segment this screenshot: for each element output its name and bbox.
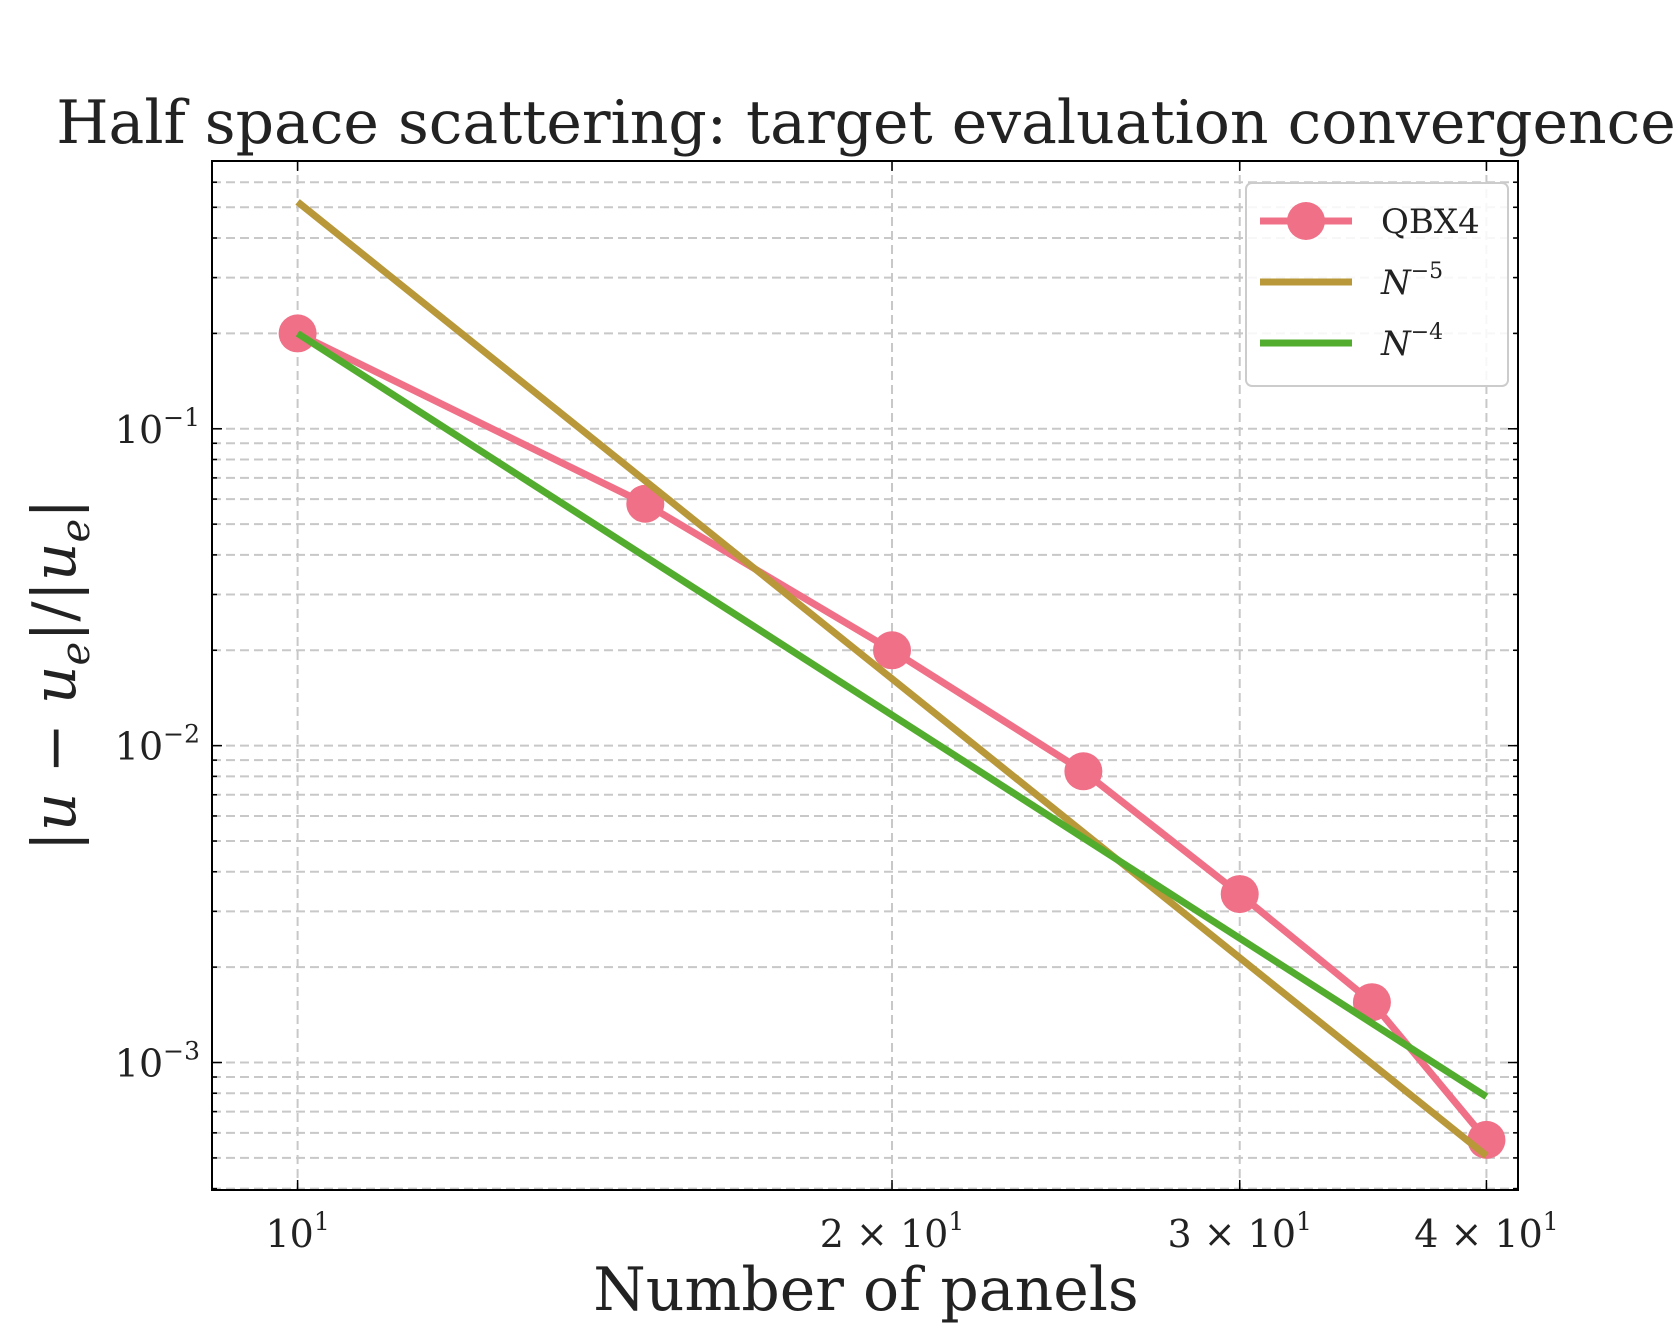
x-tick-label: 101: [265, 1207, 329, 1256]
x-axis-label: Number of panels: [593, 1255, 1138, 1325]
chart-title: Half space scattering: target evaluation…: [56, 88, 1676, 158]
x-tick-label: 3 × 101: [1167, 1207, 1311, 1256]
x-tick-base: 10: [1248, 1212, 1296, 1256]
series-marker: [873, 631, 912, 670]
x-tick-mantissa: 3 ×: [1167, 1212, 1247, 1256]
series-marker: [1220, 875, 1259, 914]
y-axis-ticks: 10−110−210−3: [115, 181, 1518, 1190]
series-marker: [1352, 983, 1391, 1022]
y-tick-label: 10−2: [115, 720, 200, 769]
x-tick-label: 4 × 101: [1414, 1207, 1558, 1256]
series-marker: [1064, 752, 1103, 791]
x-tick-label: 2 × 101: [820, 1207, 964, 1256]
series-line: [295, 199, 1489, 1159]
legend-label-exponent: −4: [1411, 320, 1443, 345]
series-layer: [278, 199, 1506, 1159]
y-axis-label: |u − ue|/|ue|: [20, 499, 99, 852]
x-axis-ticks: 101 2 × 101 3 × 101 4 × 101: [265, 161, 1559, 1256]
plot-frame: [211, 160, 1519, 1191]
y-tick-exponent: −2: [163, 720, 200, 749]
y-tick-label: 10−3: [115, 1037, 200, 1086]
y-tick-base: 10: [115, 725, 163, 769]
y-tick-exponent: −1: [163, 403, 200, 432]
legend-label-text: QBX4: [1381, 202, 1480, 242]
x-tick-base: 10: [265, 1212, 313, 1256]
x-tick-exponent: 1: [314, 1207, 330, 1236]
series-line: [295, 330, 1489, 1100]
x-tick-mantissa: 4 ×: [1414, 1212, 1494, 1256]
legend-label-base: N: [1380, 263, 1412, 303]
x-tick-base: 10: [1494, 1212, 1542, 1256]
x-tick-base: 10: [900, 1212, 948, 1256]
legend-label: QBX4: [1381, 202, 1480, 242]
y-tick-base: 10: [115, 408, 163, 452]
legend-label-base: N: [1380, 324, 1412, 364]
legend-label: N−5: [1380, 259, 1443, 303]
y-tick-exponent: −3: [163, 1037, 200, 1066]
x-tick-exponent: 1: [948, 1207, 964, 1236]
y-tick-base: 10: [115, 1042, 163, 1086]
x-tick-mantissa: 2 ×: [820, 1212, 900, 1256]
series-marker: [626, 484, 665, 523]
legend-swatch-marker: [1287, 202, 1325, 240]
legend-label-exponent: −5: [1411, 259, 1443, 284]
legend-label: N−4: [1380, 320, 1443, 364]
x-tick-exponent: 1: [1543, 1207, 1559, 1236]
y-tick-label: 10−1: [115, 403, 200, 452]
x-tick-exponent: 1: [1296, 1207, 1312, 1236]
